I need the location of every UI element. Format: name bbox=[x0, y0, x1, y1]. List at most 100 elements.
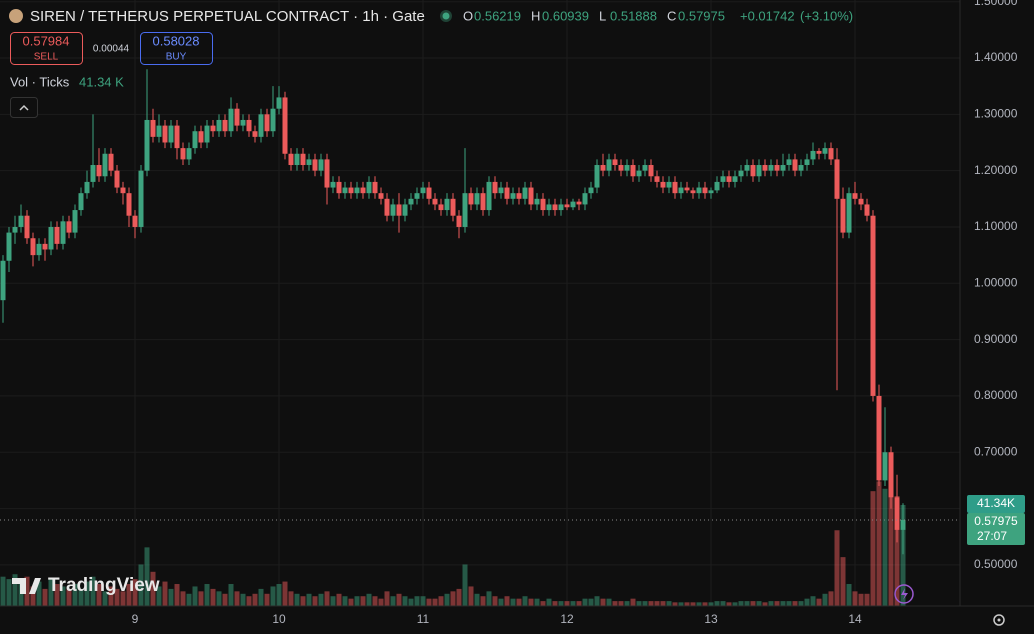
candle-body bbox=[696, 187, 702, 194]
candle-body bbox=[132, 215, 138, 227]
candle-body bbox=[96, 165, 102, 177]
candle-body bbox=[30, 238, 36, 256]
candle-body bbox=[420, 187, 426, 194]
volume-bar bbox=[630, 598, 636, 606]
volume-bar bbox=[774, 601, 780, 606]
volume-bar bbox=[726, 602, 732, 606]
candle bbox=[18, 204, 24, 233]
candle-body bbox=[648, 165, 654, 177]
candle bbox=[660, 176, 666, 194]
candle-body bbox=[228, 108, 234, 132]
volume-bar bbox=[618, 601, 624, 606]
candle bbox=[306, 153, 312, 171]
volume-bar bbox=[192, 586, 198, 606]
volume-bar bbox=[102, 591, 108, 606]
candle-body bbox=[24, 215, 30, 239]
candle bbox=[834, 148, 840, 391]
candle bbox=[288, 148, 294, 171]
volume-bar bbox=[240, 593, 246, 606]
candle bbox=[114, 165, 120, 194]
volume-bar bbox=[882, 488, 888, 606]
volume-bar bbox=[840, 557, 846, 606]
candle bbox=[96, 148, 102, 182]
volume-bar bbox=[198, 591, 204, 606]
collapse-button[interactable] bbox=[10, 97, 38, 118]
volume-bar bbox=[96, 584, 102, 606]
candle bbox=[234, 103, 240, 132]
volume-bar bbox=[444, 593, 450, 606]
candle bbox=[246, 114, 252, 137]
volume-bar bbox=[528, 598, 534, 606]
candle-body bbox=[294, 153, 300, 166]
candle bbox=[252, 125, 258, 143]
candle bbox=[174, 119, 180, 160]
settings-button[interactable] bbox=[993, 614, 1005, 626]
volume-bar bbox=[390, 596, 396, 606]
candle bbox=[108, 148, 114, 177]
candle-body bbox=[114, 170, 120, 188]
candle-body bbox=[498, 187, 504, 194]
volume-bar bbox=[162, 581, 168, 606]
candle-body bbox=[78, 193, 84, 211]
buy-label: BUY bbox=[166, 52, 187, 63]
collapse-icon bbox=[19, 104, 29, 111]
candle-body bbox=[330, 181, 336, 188]
volume-bar bbox=[348, 598, 354, 606]
volume-bar bbox=[624, 601, 630, 606]
candle-body bbox=[534, 198, 540, 205]
candle bbox=[546, 198, 552, 216]
volume-bar bbox=[402, 596, 408, 606]
x-tick-label: 12 bbox=[560, 612, 574, 626]
candle-body bbox=[504, 187, 510, 199]
volume-bar bbox=[312, 596, 318, 606]
candle bbox=[654, 170, 660, 188]
candle bbox=[294, 148, 300, 171]
candle bbox=[60, 215, 66, 250]
replay-button[interactable] bbox=[894, 584, 914, 604]
candle-body bbox=[714, 181, 720, 191]
candle bbox=[36, 238, 42, 261]
volume-bar bbox=[138, 564, 144, 606]
candle bbox=[162, 119, 168, 149]
candle bbox=[732, 170, 738, 188]
candle-body bbox=[108, 153, 114, 171]
volume-bar bbox=[282, 581, 288, 606]
grid bbox=[0, 0, 960, 606]
candle-body bbox=[216, 119, 222, 132]
volume-bar bbox=[804, 598, 810, 606]
volume-bar bbox=[576, 601, 582, 606]
candle-body bbox=[402, 204, 408, 216]
candle-body bbox=[516, 193, 522, 199]
candle-body bbox=[0, 260, 6, 301]
candle-body bbox=[834, 159, 840, 199]
volume-bar bbox=[678, 602, 684, 606]
candle-body bbox=[672, 181, 678, 194]
candle-body bbox=[684, 187, 690, 191]
volume-bar bbox=[72, 584, 78, 606]
ohlc-value: 0.51888 bbox=[610, 8, 657, 23]
candle-body bbox=[384, 198, 390, 216]
candle-body bbox=[192, 131, 198, 149]
volume-bar bbox=[642, 601, 648, 606]
candle bbox=[792, 153, 798, 177]
candle bbox=[426, 181, 432, 205]
candle bbox=[30, 232, 36, 267]
volume-bar bbox=[108, 586, 114, 606]
ohlc-key: L bbox=[599, 8, 606, 23]
candle-body bbox=[462, 193, 468, 227]
volume-bar bbox=[438, 596, 444, 606]
candle bbox=[864, 198, 870, 222]
buy-button[interactable] bbox=[140, 32, 213, 65]
candle bbox=[336, 176, 342, 199]
candle-body bbox=[66, 221, 72, 233]
ohlc-key: O bbox=[463, 8, 473, 23]
candle bbox=[372, 176, 378, 199]
volume-bar bbox=[600, 598, 606, 606]
candle bbox=[624, 159, 630, 177]
sell-button[interactable] bbox=[10, 32, 83, 65]
volume-bar bbox=[258, 588, 264, 606]
candle-body bbox=[138, 170, 144, 227]
candle-body bbox=[426, 187, 432, 199]
candle-body bbox=[264, 114, 270, 132]
candle bbox=[516, 187, 522, 205]
